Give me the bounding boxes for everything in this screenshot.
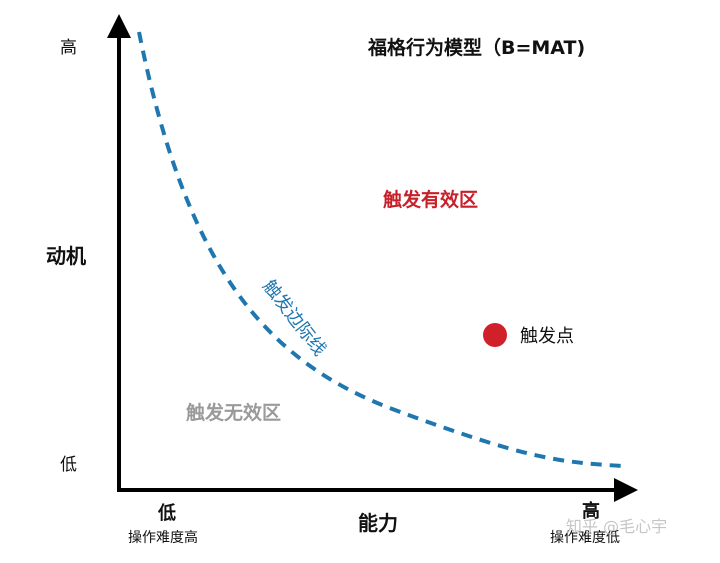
y-axis-bottom-label: 低	[60, 455, 77, 475]
effective-zone-label: 触发有效区	[383, 188, 478, 211]
y-axis-top-label: 高	[60, 38, 77, 58]
y-axis-arrow	[107, 14, 131, 38]
y-axis-label: 动机	[46, 244, 86, 268]
x-axis-label: 能力	[358, 511, 398, 535]
trigger-boundary-curve	[137, 31, 623, 468]
watermark: 知乎 @毛心宇	[566, 517, 667, 536]
trigger-point-marker	[483, 323, 507, 347]
x-axis-arrow	[614, 478, 638, 502]
x-axis-right-label: 高	[582, 500, 600, 522]
ineffective-zone-label: 触发无效区	[186, 401, 281, 424]
diagram-title: 福格行为模型（B=MAT)	[367, 36, 585, 59]
curve-label: 触发边际线	[258, 276, 330, 360]
trigger-point-label: 触发点	[520, 326, 574, 347]
x-axis-left-label: 低	[157, 502, 176, 524]
x-axis-left-sublabel: 操作难度高	[128, 529, 198, 546]
x-axis-right-sublabel: 操作难度低	[550, 530, 620, 546]
